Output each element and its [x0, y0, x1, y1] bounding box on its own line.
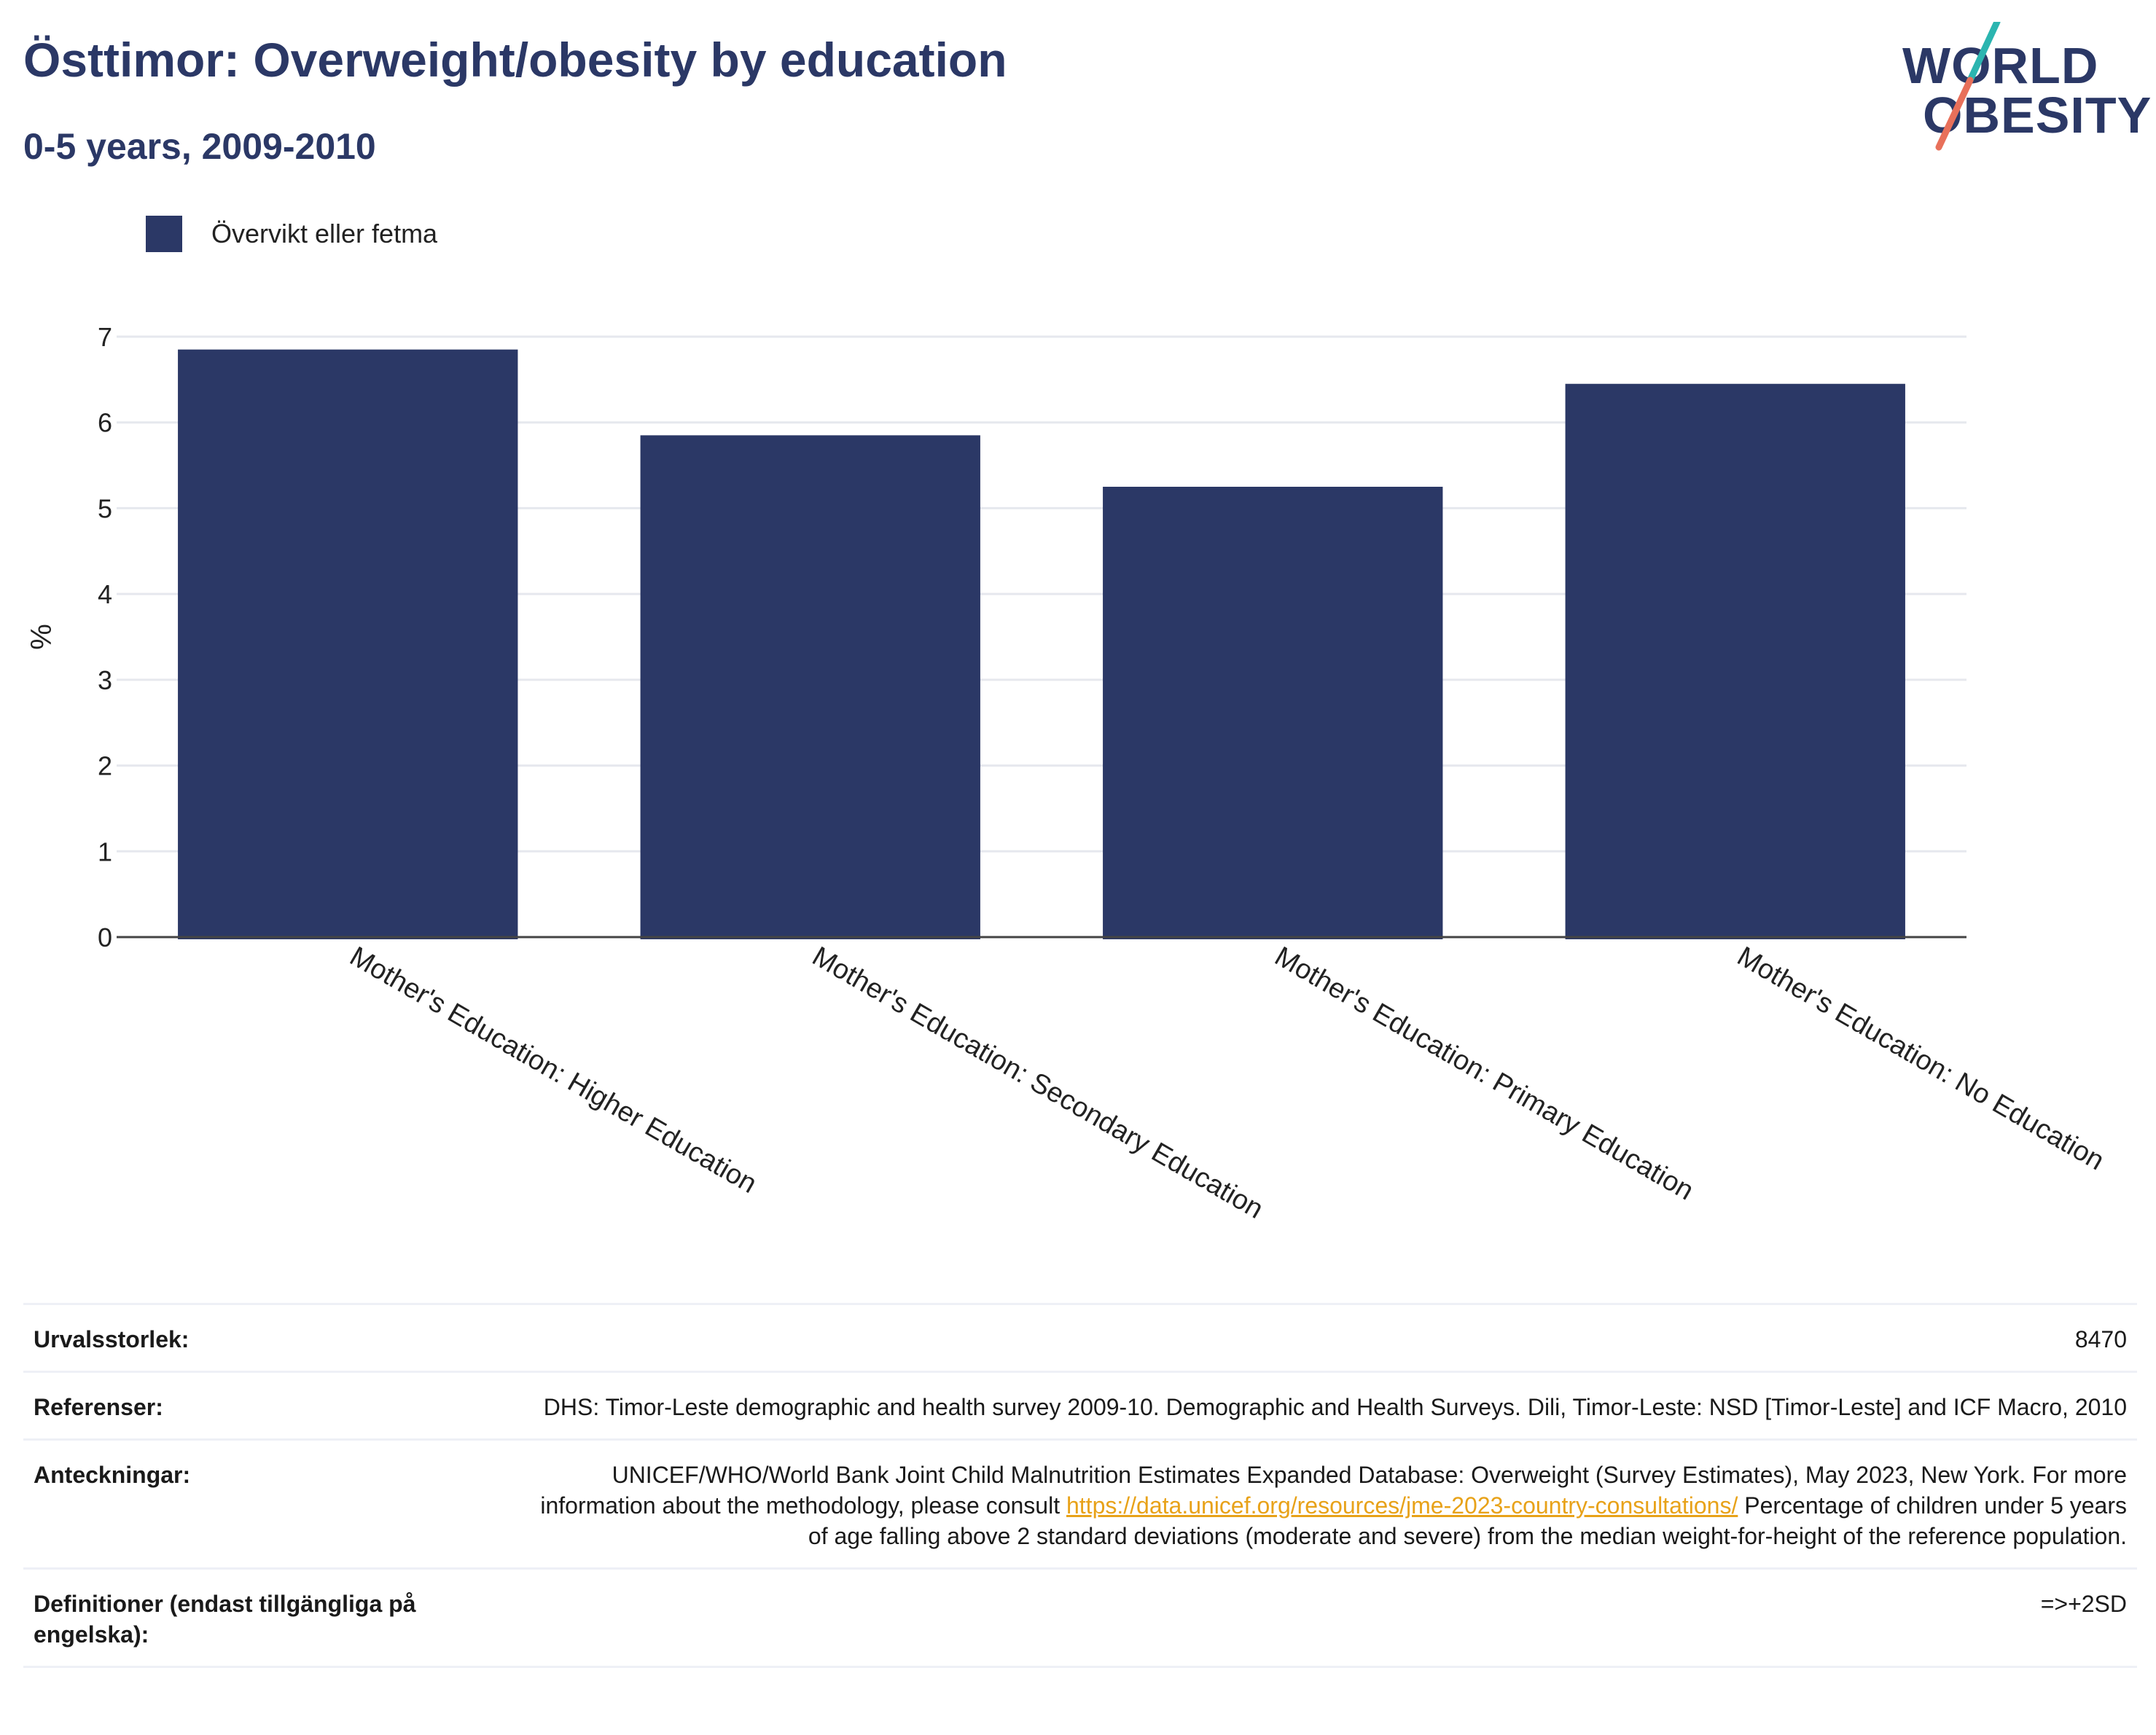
sample-size-value: 8470: [2074, 1326, 2127, 1352]
bar: [178, 349, 518, 940]
x-tick-label: Mother's Education: Higher Education: [345, 941, 762, 1199]
chart-title: Östtimor: Overweight/obesity by educatio…: [23, 33, 1007, 87]
notes-row: Anteckningar: UNICEF/WHO/World Bank Join…: [23, 1438, 2137, 1567]
logo-line-1: WORLD: [1902, 37, 2099, 94]
sample-size-label: Urvalsstorlek:: [34, 1326, 190, 1352]
bar: [1103, 487, 1443, 939]
definitions-row: Definitioner (endast tillgängliga på eng…: [23, 1567, 2137, 1668]
world-obesity-logo: WORLD OBESITY: [1902, 22, 2151, 160]
bar: [640, 435, 980, 939]
y-tick-label: 5: [98, 493, 112, 523]
bar: [1565, 383, 1905, 939]
logo-slash-icon: [1935, 22, 2001, 151]
x-tick-label: Mother's Education: Primary Education: [1270, 941, 1699, 1206]
legend-swatch: [146, 216, 182, 252]
y-axis-title: %: [26, 624, 58, 650]
y-tick-label: 2: [98, 751, 112, 781]
notes-text-after: Percentage of children under 5 years of …: [808, 1492, 2127, 1549]
notes-label: Anteckningar:: [34, 1462, 191, 1488]
y-tick-label: 6: [98, 408, 112, 438]
y-tick-label: 7: [98, 322, 112, 352]
bar-chart: 0 1 2 3 4 5 6 7% Mother's Education: Higher Educ…: [26, 322, 2109, 1225]
definitions-label: Definitioner (endast tillgängliga på eng…: [34, 1591, 416, 1648]
legend: Övervikt eller fetma: [146, 216, 437, 252]
methodology-link[interactable]: https://data.unicef.org/resources/jme-20…: [1066, 1492, 1738, 1519]
notes-value: UNICEF/WHO/World Bank Joint Child Malnut…: [523, 1460, 2127, 1551]
y-tick-label: 4: [98, 579, 112, 609]
y-tick-label: 0: [98, 923, 112, 952]
x-tick-label: Mother's Education: Secondary Education: [807, 941, 1268, 1225]
references-label: Referenser:: [34, 1394, 163, 1420]
legend-label: Övervikt eller fetma: [211, 219, 438, 248]
info-table: Urvalsstorlek: 8470 Referenser: DHS: Tim…: [23, 1303, 2137, 1668]
references-value: DHS: Timor-Leste demographic and health …: [543, 1394, 2127, 1420]
chart-subtitle: 0-5 years, 2009-2010: [23, 126, 376, 167]
y-tick-label: 3: [98, 665, 112, 695]
definitions-value: =>+2SD: [2040, 1591, 2127, 1617]
x-tick-label: Mother's Education: No Education: [1732, 941, 2109, 1176]
notes-text-before: UNICEF/WHO/World Bank Joint Child Malnut…: [540, 1462, 2127, 1519]
sample-size-row: Urvalsstorlek: 8470: [23, 1303, 2137, 1371]
y-tick-label: 1: [98, 837, 112, 866]
references-row: Referenser: DHS: Timor-Leste demographic…: [23, 1371, 2137, 1438]
